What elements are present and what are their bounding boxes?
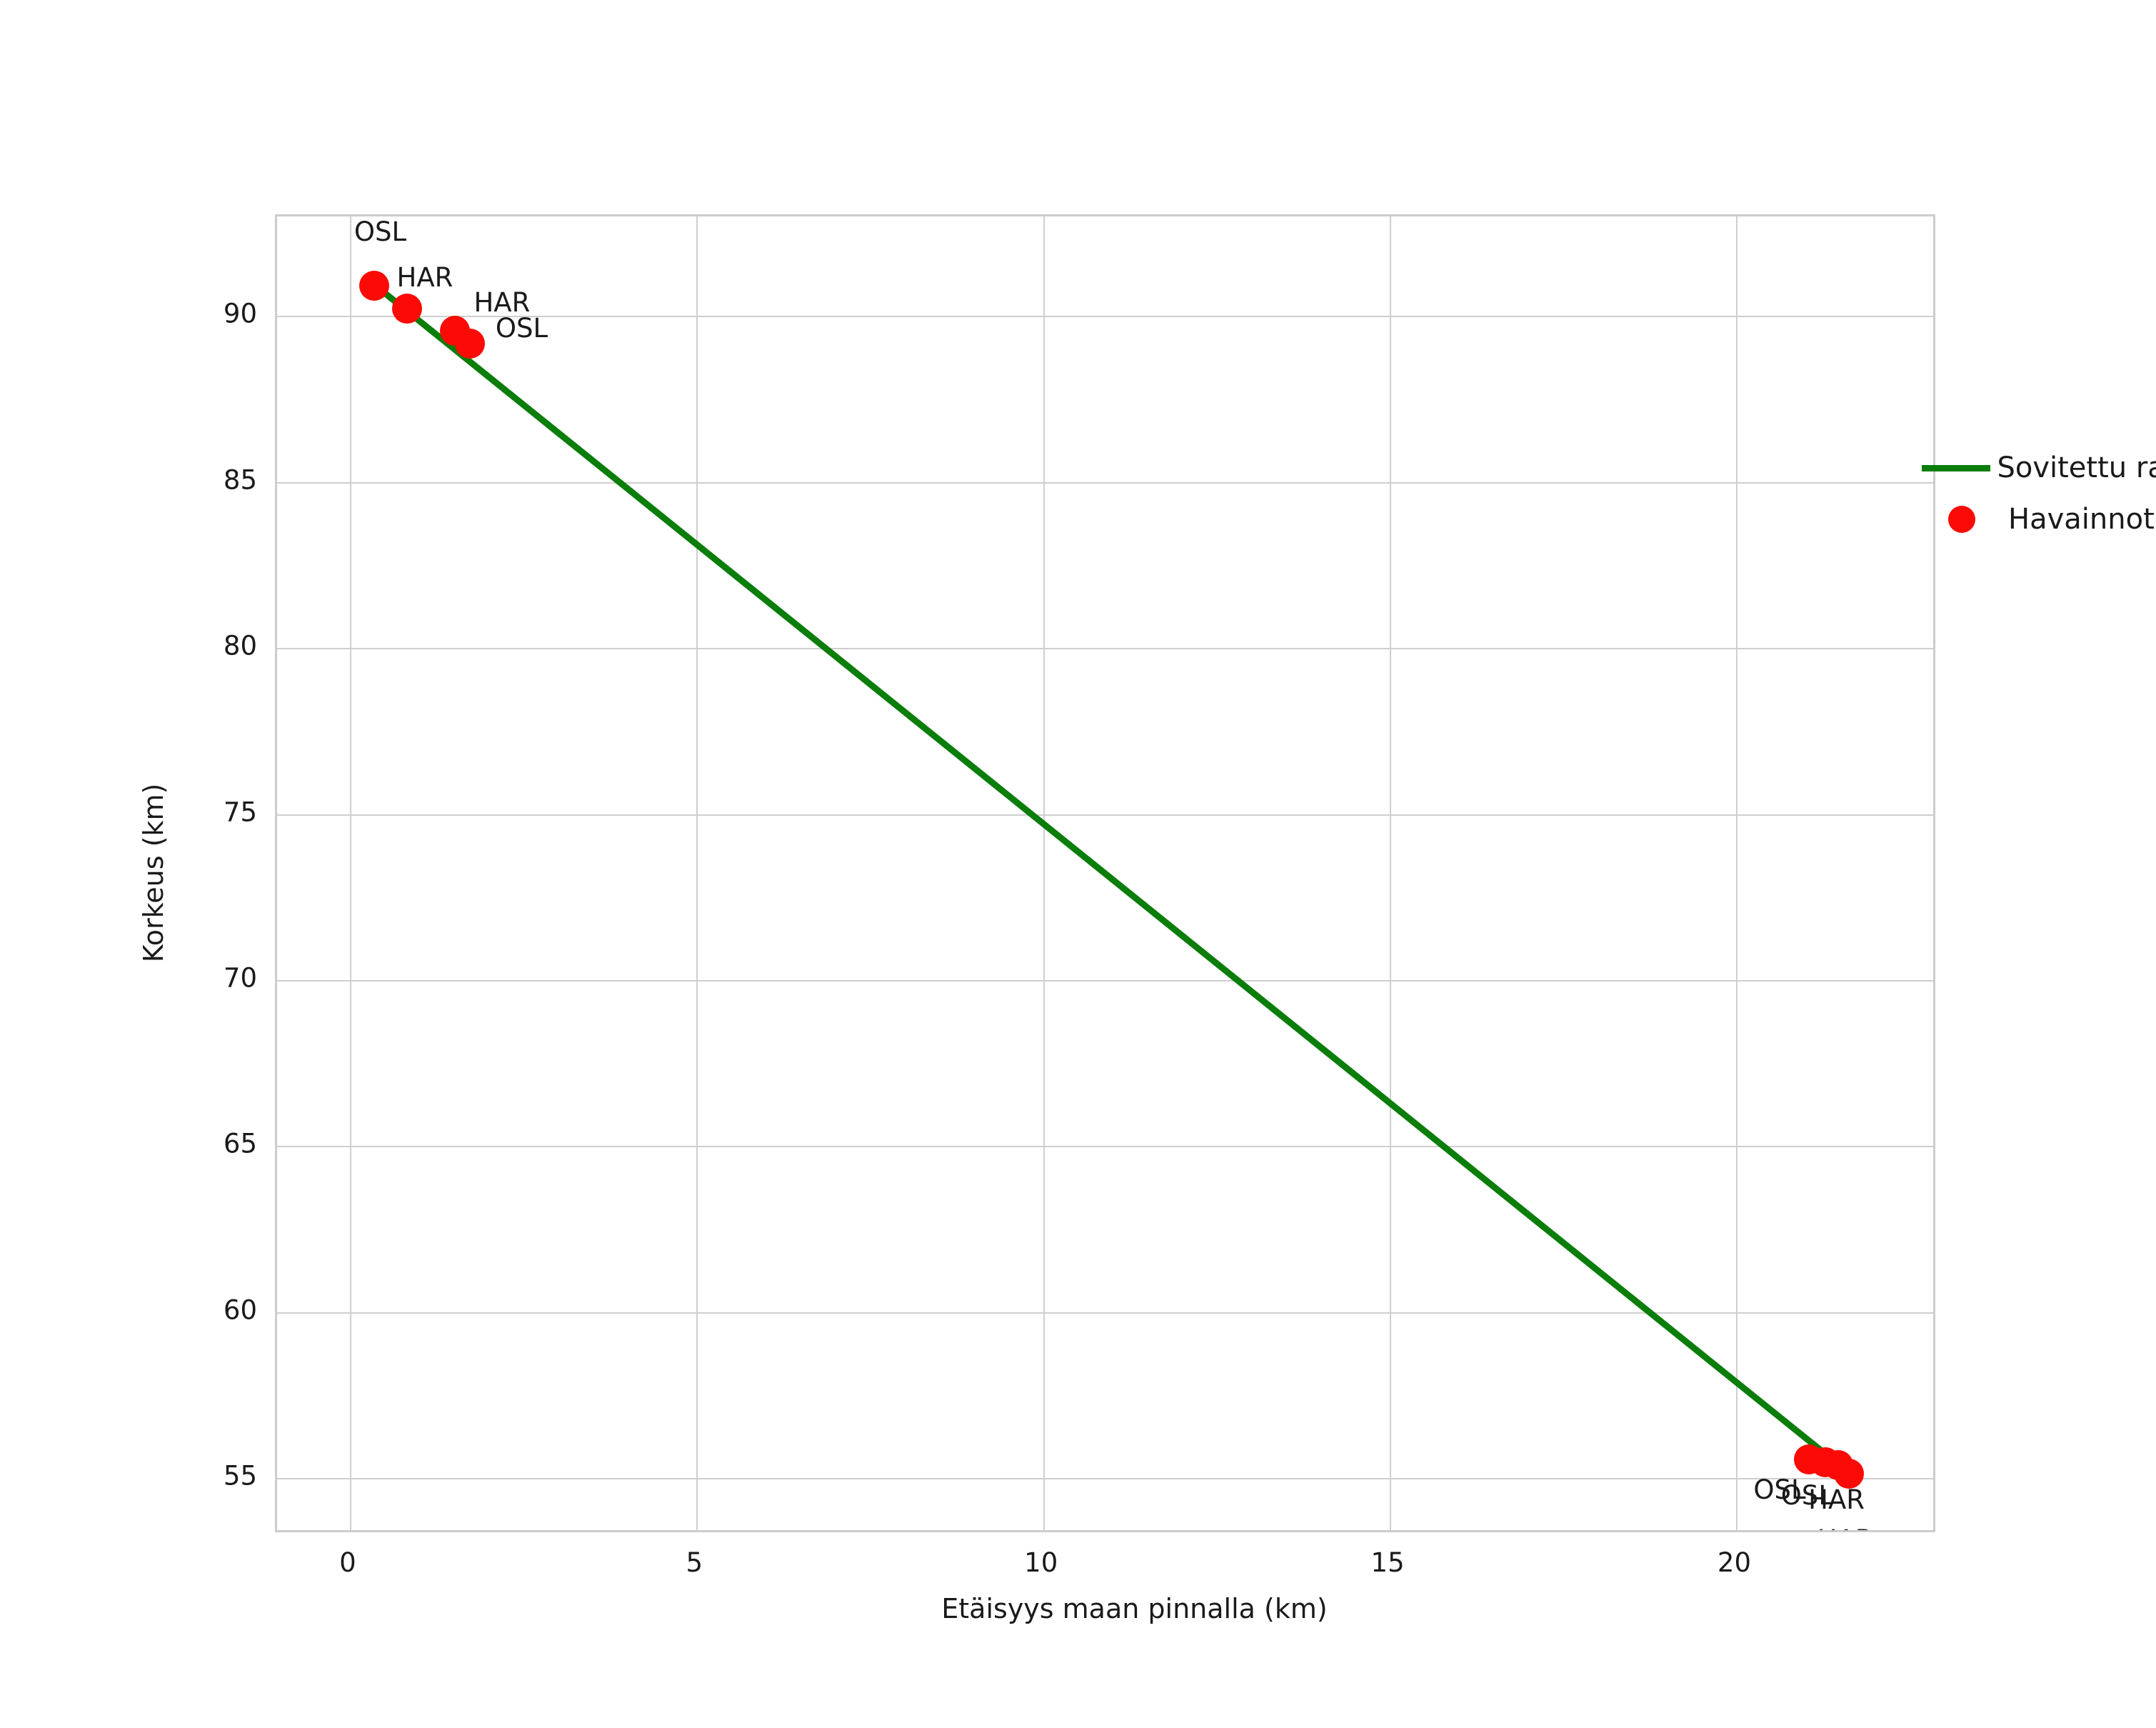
fit-line-path [371,281,1842,1469]
data-point [1823,1450,1854,1481]
gridline-vertical [696,216,698,1530]
y-tick-label: 55 [223,1460,257,1492]
data-point [1833,1459,1864,1489]
data-point-label: HAR [396,262,453,294]
y-tick-label: 75 [223,796,257,828]
data-point [454,328,485,359]
gridline-horizontal [277,814,1933,816]
gridline-horizontal [277,1146,1933,1148]
legend-line-swatch-icon [1922,464,1991,471]
gridline-horizontal [277,648,1933,650]
plot-area: OSLHARHAROSLOSLOSLHARHAR Sovitettu rataH… [275,214,2156,1532]
x-tick-label: 5 [686,1547,703,1578]
data-point-label: OSL [1753,1474,1806,1505]
gridline-horizontal [277,979,1933,982]
legend-item-2[interactable]: Havainnot [1915,494,2156,545]
data-point-label: OSL [354,216,407,247]
fit-line [371,281,1842,1469]
x-tick-label: 10 [1024,1547,1058,1578]
y-tick-label: 90 [223,298,257,329]
y-tick-label: 80 [223,630,257,661]
legend-key-1 [1915,464,1997,471]
y-tick-label: 70 [223,962,257,994]
y-tick-label: 60 [223,1294,257,1326]
gridline-horizontal [277,1312,1933,1314]
data-point [391,294,422,324]
data-point [440,316,471,346]
data-point-label: HAR [1817,1527,1874,1530]
data-point-label: OSL [495,312,548,344]
y-axis-label: Korkeus (km) [138,783,169,963]
gridline-horizontal [277,316,1933,318]
gridline-horizontal [277,1477,1933,1479]
gridline-horizontal [277,481,1933,484]
legend: Sovitettu rata Havainnot [1915,442,2156,545]
legend-key-2 [1915,506,2008,533]
legend-label: Sovitettu rata [1997,451,2156,484]
data-point-label: HAR [1808,1484,1865,1516]
legend-item-1[interactable]: Sovitettu rata [1915,442,2156,494]
gridline-vertical [1043,216,1045,1530]
x-axis-label-container: Etäisyys maan pinnalla (km) [0,1593,2156,1624]
data-point [359,270,389,301]
data-point [1794,1444,1825,1474]
legend-dot-swatch-icon [1948,506,1975,533]
y-tick-label: 85 [223,464,257,496]
gridline-vertical [1390,216,1392,1530]
data-layer: OSLHARHAROSLOSLOSLHARHAR [277,216,1933,1530]
y-tick-label: 65 [223,1128,257,1159]
gridline-vertical [349,216,351,1530]
x-tick-label: 15 [1370,1547,1405,1578]
gridline-vertical [1736,216,1738,1530]
data-point-label: OSL [1780,1480,1833,1512]
x-tick-label: 0 [339,1547,356,1578]
legend-label: Havainnot [2008,503,2155,536]
data-point-label: HAR [473,287,531,319]
x-tick-label: 20 [1717,1547,1752,1578]
x-axis-label: Etäisyys maan pinnalla (km) [941,1593,1328,1624]
data-point [1810,1447,1840,1478]
